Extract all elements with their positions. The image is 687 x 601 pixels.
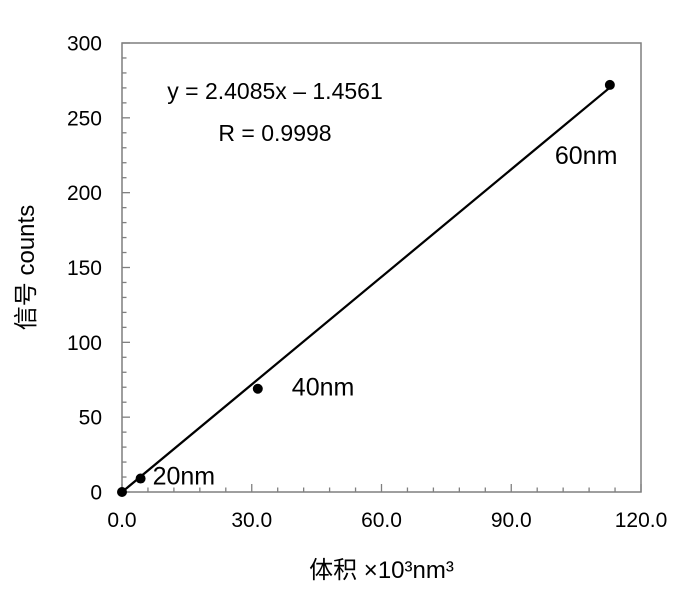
y-tick-label: 250 bbox=[67, 107, 102, 130]
equation-label: y = 2.4085x – 1.4561 bbox=[167, 78, 382, 104]
y-tick-label: 100 bbox=[67, 332, 102, 355]
data-point bbox=[117, 487, 127, 497]
point-label: 20nm bbox=[153, 463, 216, 491]
data-point bbox=[252, 383, 263, 394]
y-axis-title: 信号 counts bbox=[13, 205, 40, 330]
x-axis-title: 体积 ×10³nm³ bbox=[309, 557, 454, 584]
point-label: 60nm bbox=[555, 142, 618, 170]
x-tick-label: 30.0 bbox=[231, 509, 272, 532]
x-tick-label: 60.0 bbox=[361, 509, 402, 532]
y-tick-label: 300 bbox=[67, 33, 102, 56]
x-tick-label: 0.0 bbox=[107, 509, 136, 532]
r-value-label: R = 0.9998 bbox=[218, 120, 331, 146]
plot-border bbox=[121, 42, 642, 493]
y-tick-label: 50 bbox=[79, 407, 102, 430]
trendline bbox=[121, 86, 611, 493]
point-label: 40nm bbox=[292, 374, 355, 402]
y-tick-label: 150 bbox=[67, 257, 102, 280]
data-point bbox=[604, 79, 615, 90]
y-tick-label: 0 bbox=[90, 482, 102, 505]
y-tick-label: 200 bbox=[67, 182, 102, 205]
data-point bbox=[135, 473, 146, 484]
x-tick-label: 120.0 bbox=[615, 509, 668, 532]
x-tick-label: 90.0 bbox=[491, 509, 532, 532]
